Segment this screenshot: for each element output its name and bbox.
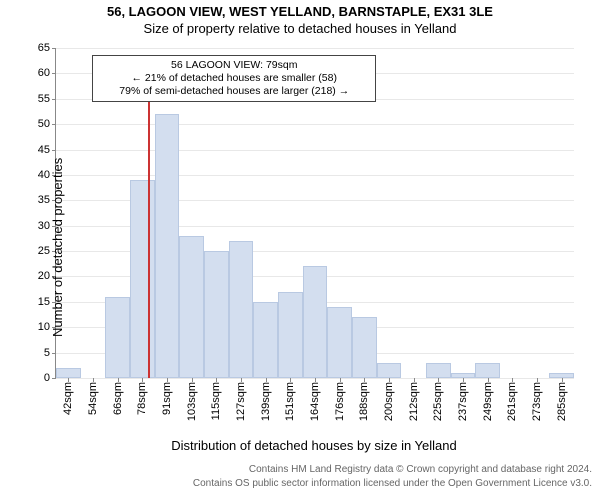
xtick-label: 249sqm — [482, 378, 494, 421]
footer-copyright-2: Contains OS public sector information li… — [193, 478, 592, 489]
xtick-label: 115sqm — [210, 378, 222, 420]
histogram-bar — [179, 236, 204, 378]
ytick-label: 45 — [38, 144, 56, 156]
xtick-label: 225sqm — [432, 378, 444, 421]
histogram-bar — [426, 363, 451, 378]
chart-title-line1: 56, LAGOON VIEW, WEST YELLAND, BARNSTAPL… — [0, 4, 600, 19]
annotation-line: 56 LAGOON VIEW: 79sqm — [99, 59, 369, 72]
histogram-bar — [204, 251, 229, 378]
histogram-bar — [475, 363, 500, 378]
chart-title-line2: Size of property relative to detached ho… — [0, 21, 600, 36]
histogram-bar — [56, 368, 81, 378]
histogram-bar — [352, 317, 377, 378]
xtick-label: 42sqm — [62, 378, 74, 415]
chart-container: 56, LAGOON VIEW, WEST YELLAND, BARNSTAPL… — [0, 4, 600, 504]
histogram-bar — [130, 180, 155, 378]
annotation-line: ← 21% of detached houses are smaller (58… — [99, 72, 369, 85]
xtick-label: 103sqm — [186, 378, 198, 421]
histogram-bar — [278, 292, 303, 378]
ytick-label: 55 — [38, 93, 56, 105]
gridline — [56, 124, 574, 125]
annotation-line: 79% of semi-detached houses are larger (… — [99, 85, 369, 98]
xtick-label: 237sqm — [457, 378, 469, 421]
histogram-bar — [377, 363, 402, 378]
xtick-label: 285sqm — [556, 378, 568, 421]
ytick-label: 50 — [38, 118, 56, 130]
histogram-bar — [327, 307, 352, 378]
xtick-label: 139sqm — [260, 378, 272, 421]
xtick-label: 164sqm — [309, 378, 321, 421]
xtick-label: 176sqm — [334, 378, 346, 421]
histogram-bar — [155, 114, 180, 378]
histogram-bar — [105, 297, 130, 378]
gridline — [56, 150, 574, 151]
ytick-label: 0 — [44, 372, 56, 384]
xtick-label: 78sqm — [136, 378, 148, 415]
x-axis-label: Distribution of detached houses by size … — [55, 438, 573, 453]
annotation-box: 56 LAGOON VIEW: 79sqm← 21% of detached h… — [92, 55, 376, 102]
xtick-label: 261sqm — [506, 378, 518, 421]
y-axis-label: Number of detached properties — [50, 158, 65, 337]
xtick-label: 212sqm — [408, 378, 420, 421]
xtick-label: 200sqm — [383, 378, 395, 421]
xtick-label: 151sqm — [284, 378, 296, 421]
gridline — [56, 175, 574, 176]
xtick-label: 54sqm — [87, 378, 99, 415]
xtick-label: 188sqm — [358, 378, 370, 421]
histogram-bar — [303, 266, 328, 378]
plot-area: 0510152025303540455055606542sqm54sqm66sq… — [55, 48, 574, 379]
xtick-label: 66sqm — [112, 378, 124, 415]
marker-line — [148, 65, 150, 379]
histogram-bar — [229, 241, 254, 378]
ytick-label: 5 — [44, 347, 56, 359]
xtick-label: 273sqm — [531, 378, 543, 421]
gridline — [56, 48, 574, 49]
xtick-label: 127sqm — [235, 378, 247, 421]
xtick-label: 91sqm — [161, 378, 173, 415]
footer-copyright-1: Contains HM Land Registry data © Crown c… — [249, 464, 592, 475]
ytick-label: 60 — [38, 67, 56, 79]
histogram-bar — [253, 302, 278, 378]
ytick-label: 65 — [38, 42, 56, 54]
